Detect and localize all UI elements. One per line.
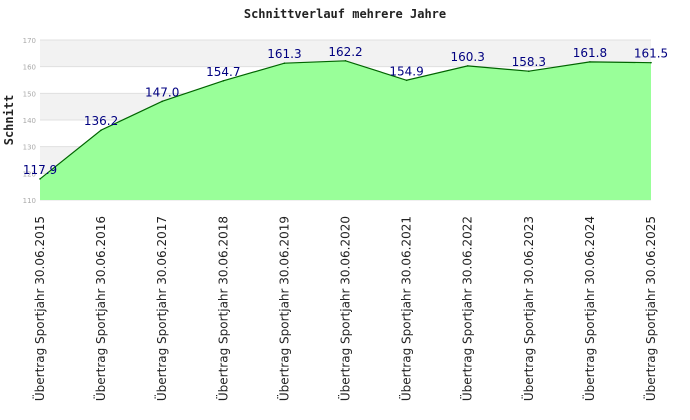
data-label: 162.2	[328, 45, 362, 59]
x-tick-label: Übertrag Sportjahr 30.06.2016	[92, 216, 108, 401]
data-label: 117.9	[23, 163, 57, 177]
data-label: 136.2	[84, 114, 118, 128]
x-tick-label: Übertrag Sportjahr 30.06.2019	[275, 216, 291, 401]
data-label: 160.3	[451, 50, 485, 64]
data-point	[161, 100, 163, 103]
y-tick-label: 160	[23, 64, 36, 72]
x-tick-label: Übertrag Sportjahr 30.06.2024	[581, 216, 597, 401]
data-point	[589, 61, 591, 63]
data-point	[466, 65, 469, 67]
series-area	[40, 60, 651, 200]
y-tick-label: 120	[23, 170, 36, 178]
x-axis-ticks: Übertrag Sportjahr 30.06.2015 Übertrag Sp…	[31, 216, 658, 401]
y-axis-ticks: 110 120 130 140 150 160 170	[23, 37, 36, 205]
x-tick-label: Übertrag Sportjahr 30.06.2023	[520, 216, 536, 401]
x-tick-label: Übertrag Sportjahr 30.06.2017	[153, 216, 169, 401]
x-tick-label: Übertrag Sportjahr 30.06.2018	[214, 216, 230, 401]
data-label: 154.9	[389, 64, 423, 78]
x-tick-label: Übertrag Sportjahr 30.06.2022	[459, 216, 475, 401]
data-label: 158.3	[512, 55, 546, 69]
data-point	[528, 70, 530, 72]
data-label: 147.0	[145, 85, 179, 99]
data-label: 161.5	[634, 47, 668, 61]
data-point	[39, 178, 41, 180]
data-point	[222, 80, 225, 82]
y-tick-label: 130	[23, 144, 36, 152]
data-point	[344, 60, 347, 62]
chart-title: Schnittverlauf mehrere Jahre	[244, 7, 446, 21]
x-tick-label: Übertrag Sportjahr 30.06.2021	[398, 216, 414, 401]
x-tick-label: Übertrag Sportjahr 30.06.2020	[337, 216, 353, 401]
x-tick-label: Übertrag Sportjahr 30.06.2025	[642, 216, 658, 401]
data-label: 161.8	[573, 46, 607, 60]
y-axis-label: Schnitt	[2, 95, 16, 146]
data-point	[100, 129, 102, 131]
data-point	[283, 62, 286, 64]
data-point	[650, 61, 652, 64]
y-tick-label: 140	[23, 117, 36, 125]
data-labels: 117.9 136.2 147.0 154.7 161.3 162.2 154.9 160.3…	[23, 45, 668, 177]
y-tick-label: 110	[23, 197, 36, 205]
data-label: 161.3	[267, 47, 301, 61]
y-tick-label: 170	[23, 37, 36, 45]
data-point	[405, 79, 408, 82]
x-tick-label: Übertrag Sportjahr 30.06.2015	[31, 216, 47, 401]
y-tick-label: 150	[23, 90, 36, 98]
data-label: 154.7	[206, 65, 240, 79]
area-layer	[39, 60, 652, 200]
